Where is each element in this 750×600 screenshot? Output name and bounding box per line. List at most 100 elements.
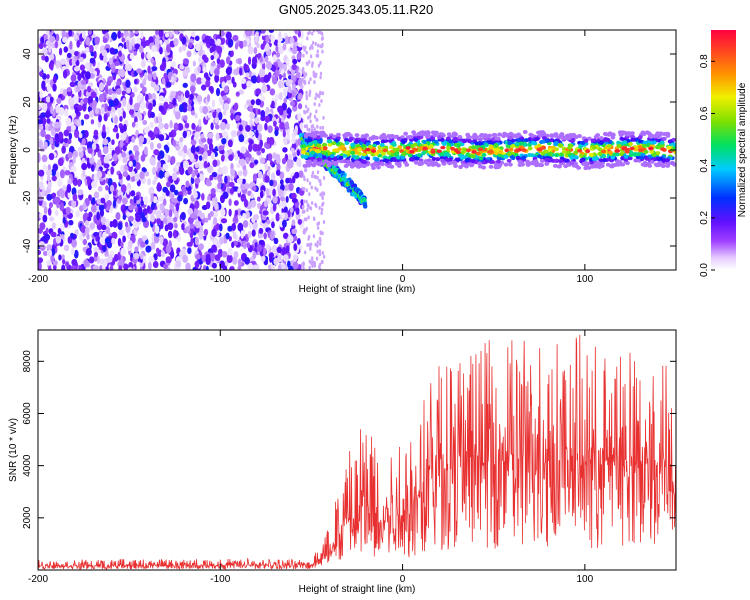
- spectrogram-noise-cell: [114, 146, 121, 155]
- spectrogram-streak-cell: [317, 157, 322, 162]
- spectrogram-noise-cell: [248, 105, 254, 112]
- spectrogram-noise-cell: [120, 241, 124, 248]
- spectrogram-streak-cell: [528, 132, 534, 137]
- spectrogram-x-ticks: -200 -100 0 100: [28, 30, 594, 285]
- spectrogram-noise-cell: [204, 217, 209, 223]
- spectrogram-noise-cell: [210, 87, 214, 94]
- spectrogram-streak-cell: [534, 137, 540, 142]
- spectrogram-streak-cell: [667, 139, 673, 144]
- spectrogram-noise-cell: [159, 46, 163, 55]
- spectrogram-noise-cell: [133, 222, 139, 229]
- spectrogram-streak-cell: [371, 134, 377, 139]
- spectrogram-noise-cell: [49, 137, 54, 145]
- spectrogram-noise-cell: [119, 68, 126, 78]
- spectrogram-noise-cell: [216, 38, 222, 46]
- spectrogram-noise-cell: [158, 105, 164, 112]
- spectrogram-noise-cell: [82, 238, 88, 246]
- spectrogram-noise-cell: [156, 182, 161, 191]
- spectrogram-noise-cell: [83, 97, 90, 104]
- spectrogram-noise-cell: [156, 217, 161, 225]
- spectrogram-noise-cell: [54, 209, 59, 216]
- spectrogram-noise-cell: [164, 171, 170, 178]
- spectrogram-noise-cell: [319, 182, 322, 187]
- spectrogram-noise-cell: [282, 73, 286, 79]
- spectrogram-noise-cell: [186, 130, 191, 138]
- spectrogram-noise-cell: [218, 145, 225, 151]
- spectrogram-noise-cell: [177, 194, 183, 202]
- spectrogram-noise-cell: [60, 222, 65, 231]
- spectrogram-streak-cell: [484, 159, 490, 164]
- spectrogram-noise-cell: [278, 189, 284, 197]
- spectrogram-noise-cell: [96, 198, 101, 205]
- spectrogram-noise-cell: [72, 177, 78, 187]
- spectrogram-noise-cell: [112, 73, 116, 81]
- spectrogram-streak-cell: [416, 153, 422, 158]
- spectrogram-noise-cell: [159, 63, 166, 72]
- spectrogram-streak-cell: [303, 134, 309, 139]
- spectrogram-noise-cell: [246, 99, 252, 106]
- spectrogram-noise-cell: [203, 228, 209, 236]
- spectrogram-streak-cell: [537, 154, 543, 159]
- spectrogram-streak-cell: [392, 147, 398, 152]
- spectrogram-noise-cell: [305, 94, 308, 99]
- spectrogram-streak-cell: [451, 131, 457, 136]
- spectrogram-noise-cell: [204, 35, 211, 45]
- spectrogram-noise-cell: [308, 205, 311, 210]
- spectrogram-noise-cell: [131, 136, 136, 143]
- spectrogram-noise-cell: [146, 205, 151, 213]
- spectrogram-noise-cell: [63, 46, 69, 53]
- spectrogram-noise-cell: [99, 82, 105, 92]
- spectrogram-streak-cell: [458, 165, 463, 170]
- spectrogram-streak-cell: [529, 161, 535, 166]
- spectrogram-noise-cell: [287, 92, 293, 99]
- spectrogram-noise-cell: [133, 102, 140, 112]
- spectrogram-noise-cell: [309, 112, 312, 117]
- spectrogram-noise-cell: [93, 50, 97, 59]
- spectrogram-noise-cell: [296, 149, 301, 156]
- spectrogram-streak-cell: [350, 142, 356, 147]
- y-tick-label: 40: [22, 48, 33, 60]
- spectrogram-noise-cell: [49, 35, 56, 43]
- spectrogram-streak-cell: [386, 150, 392, 155]
- spectrogram-noise-cell: [76, 118, 82, 127]
- spectrogram-noise-cell: [62, 69, 68, 79]
- spectrogram-noise-cell: [286, 58, 290, 67]
- spectrogram-noise-cell: [41, 103, 48, 112]
- spectrogram-noise-cell: [272, 188, 276, 197]
- spectrogram-noise-cell: [265, 42, 270, 52]
- spectrogram-noise-cell: [306, 127, 309, 132]
- spectrogram-streak-cell: [642, 143, 647, 148]
- spectrogram-noise-cell: [207, 132, 214, 139]
- spectrogram-noise-cell: [62, 36, 68, 43]
- spectrogram-noise-cell: [61, 254, 65, 261]
- spectrogram-streak-cell: [396, 136, 402, 141]
- spectrogram-noise-cell: [266, 136, 271, 145]
- spectrogram-streak-cell: [344, 140, 350, 145]
- spectrogram-noise-cell: [278, 108, 284, 116]
- spectrogram-noise-cell: [295, 71, 301, 79]
- spectrogram-noise-cell: [169, 184, 176, 193]
- spectrogram-noise-cell: [39, 181, 44, 190]
- spectrogram-noise-cell: [71, 199, 77, 209]
- spectrogram-noise-cell: [102, 145, 109, 155]
- spectrogram-noise-cell: [93, 129, 99, 137]
- spectrogram-noise-cell: [227, 225, 233, 232]
- spectrogram-noise-cell: [302, 53, 305, 58]
- spectrogram-peak-cell: [521, 148, 527, 152]
- spectrogram-streak-cell: [461, 138, 467, 143]
- spectrogram-noise-cell: [57, 157, 64, 167]
- spectrogram-noise-cell: [150, 81, 156, 88]
- spectrogram-streak-cell: [379, 142, 385, 147]
- spectrogram-streak-cell: [387, 135, 393, 140]
- spectrogram-noise-cell: [264, 162, 268, 172]
- spectrogram-noise-cell: [313, 217, 316, 222]
- spectrogram-streak-cell: [510, 155, 516, 160]
- spectrogram-noise-cell: [234, 209, 239, 216]
- spectrogram-noise-cell: [237, 187, 241, 194]
- spectrogram-streak-cell: [637, 139, 643, 144]
- spectrogram-noise-cell: [38, 257, 44, 264]
- spectrogram-noise-cell: [189, 93, 194, 101]
- spectrogram-noise-cell: [83, 258, 89, 268]
- spectrogram-noise-cell: [93, 191, 100, 199]
